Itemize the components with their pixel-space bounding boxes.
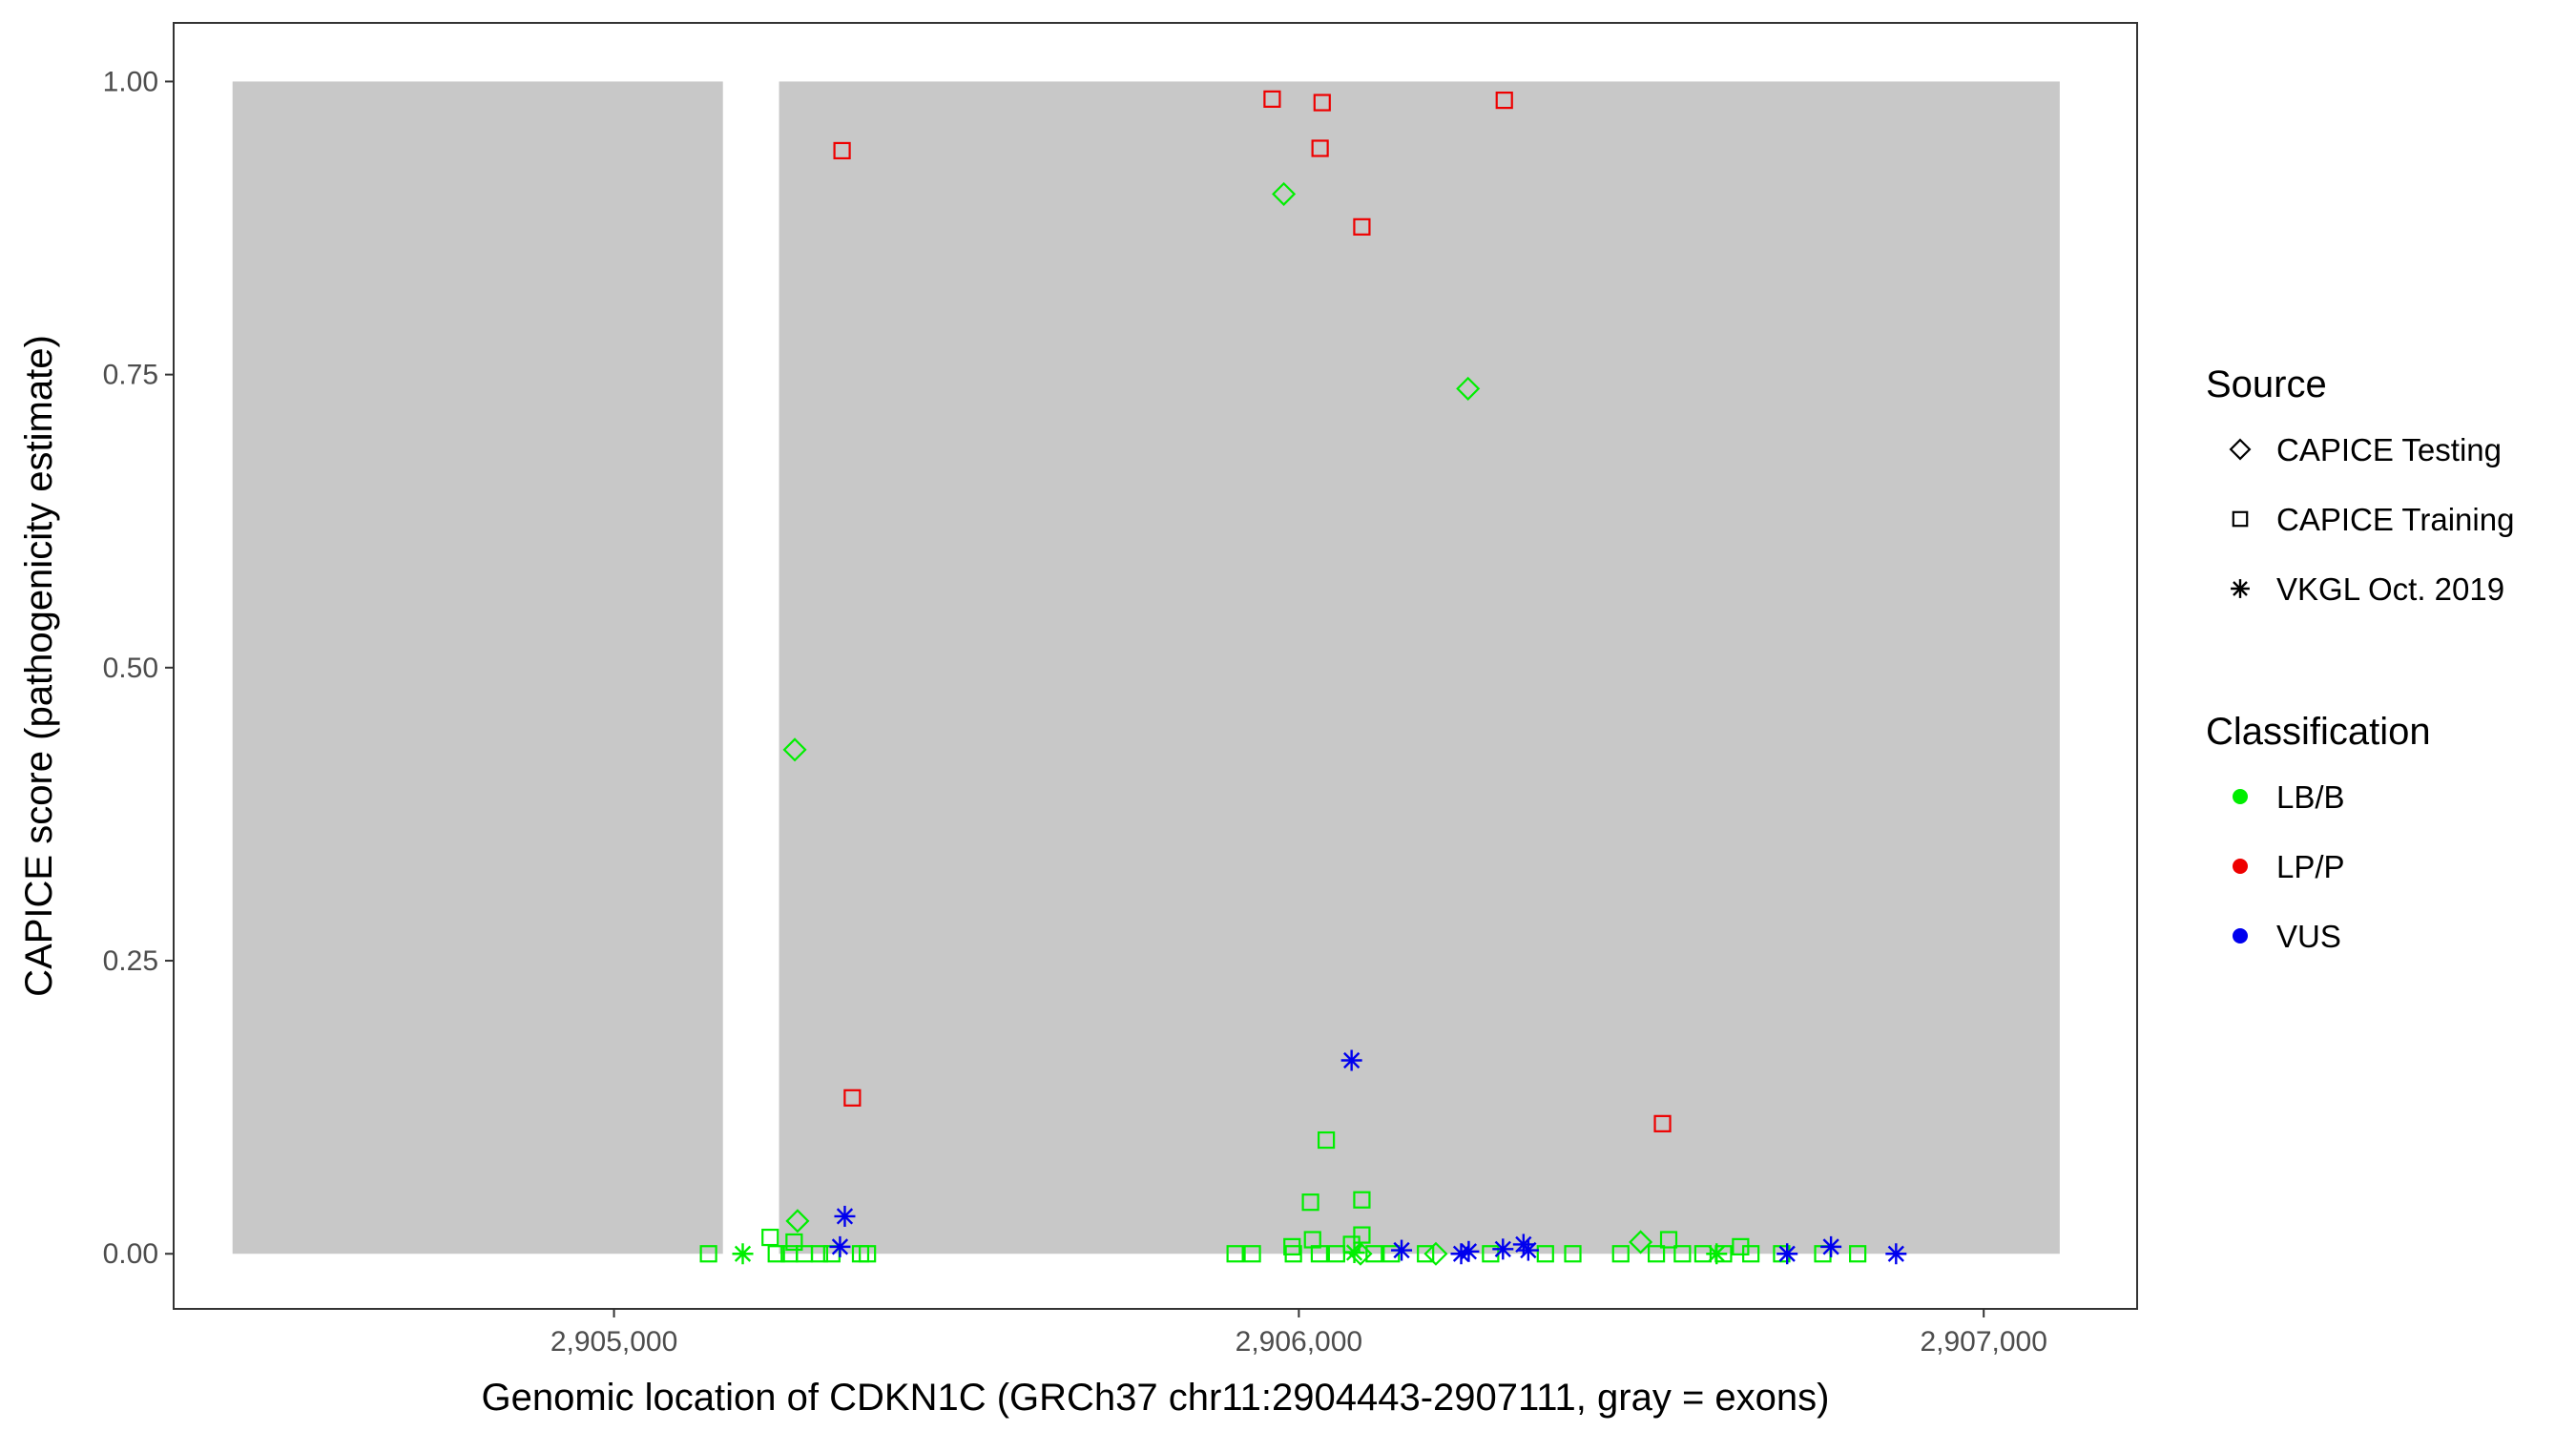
y-tick-label: 0.50 [103, 653, 158, 684]
data-point [1611, 1245, 1630, 1263]
data-point [1776, 1243, 1798, 1265]
y-tick-label: 0.75 [103, 360, 158, 391]
legend-source-label: CAPICE Training [2276, 502, 2514, 537]
legend-diamond-icon [2229, 438, 2252, 461]
data-point [810, 1245, 829, 1263]
legend-dot-icon [2233, 928, 2248, 944]
data-points [699, 90, 1907, 1266]
data-point [834, 1205, 856, 1227]
data-point [1742, 1245, 1760, 1263]
data-point [1353, 1191, 1371, 1209]
legend-classification-entries: LB/B LP/P VUS [2233, 779, 2345, 954]
data-point [1391, 1239, 1413, 1261]
data-point [1353, 218, 1371, 236]
data-point [1284, 1245, 1302, 1263]
data-point [785, 1209, 810, 1234]
data-point [1423, 1241, 1448, 1266]
x-axis: 2,905,000 2,906,000 2,907,000 [551, 1309, 2047, 1358]
plot-panel-border [173, 22, 2138, 1310]
data-point [1885, 1243, 1907, 1265]
data-point [1673, 1245, 1692, 1263]
legend-class-item: LP/P [2233, 849, 2345, 884]
legend-class-item: VUS [2233, 919, 2341, 954]
y-tick-label: 1.00 [103, 66, 158, 97]
data-point [1243, 1245, 1261, 1263]
legend-dot-icon [2233, 859, 2248, 874]
data-point [1226, 1245, 1244, 1263]
legend-source-title: Source [2206, 363, 2327, 405]
data-point [1272, 181, 1297, 206]
legend-source-label: CAPICE Testing [2276, 432, 2502, 467]
x-tick-label: 2,907,000 [1920, 1326, 2046, 1358]
legend-class-item: LB/B [2233, 779, 2345, 815]
data-point [1340, 1049, 1362, 1071]
data-point [1311, 139, 1329, 157]
data-point [1365, 1245, 1383, 1263]
series-square [699, 90, 1867, 1263]
data-point [1343, 1242, 1365, 1264]
data-point [699, 1245, 717, 1263]
x-axis-title: Genomic location of CDKN1C (GRCh37 chr11… [482, 1377, 1830, 1419]
legend-classification-title: Classification [2206, 711, 2431, 753]
data-point [782, 737, 807, 762]
y-tick-label: 0.00 [103, 1238, 158, 1270]
data-point [1706, 1243, 1728, 1265]
data-point [1820, 1235, 1842, 1257]
legend-source-item: VKGL Oct. 2019 [2231, 571, 2504, 607]
legend-source-item: CAPICE Testing [2229, 432, 2502, 467]
legend-source-label: VKGL Oct. 2019 [2276, 571, 2504, 607]
series-asterisk [732, 1049, 1907, 1265]
y-tick-label: 0.25 [103, 945, 158, 977]
legend-class-label: VUS [2276, 919, 2341, 954]
data-point [843, 1089, 862, 1107]
legend-asterisk-icon [2231, 579, 2250, 598]
exon-band-2 [779, 81, 2060, 1255]
data-point [1458, 1240, 1480, 1262]
x-tick-label: 2,906,000 [1236, 1326, 1362, 1358]
legend-source-entries: CAPICE Testing CAPICE Training VKGL Oct. 2… [2229, 432, 2514, 607]
data-point [1310, 1245, 1329, 1263]
data-point [1353, 1226, 1371, 1244]
legend-class-label: LB/B [2276, 779, 2345, 815]
data-point [1849, 1245, 1867, 1263]
data-point [1301, 1193, 1319, 1212]
data-point [1629, 1230, 1653, 1255]
data-point [1536, 1245, 1554, 1263]
data-point [1564, 1245, 1582, 1263]
legend: Source CAPICE Testing CAPICE Training VKGL… [2206, 363, 2514, 954]
data-point [1653, 1114, 1672, 1132]
data-point [732, 1243, 754, 1265]
data-point [1456, 376, 1481, 401]
data-point [785, 1233, 803, 1252]
data-point [833, 141, 851, 160]
exon-band-1 [232, 81, 723, 1255]
data-point [1647, 1245, 1666, 1263]
legend-class-label: LP/P [2276, 849, 2345, 884]
data-point [761, 1228, 779, 1247]
data-point [859, 1245, 877, 1263]
x-tick-label: 2,905,000 [551, 1326, 677, 1358]
data-point [767, 1245, 785, 1263]
data-point [1327, 1245, 1345, 1263]
data-point [1317, 1130, 1336, 1150]
data-point [1417, 1245, 1435, 1263]
data-point [1263, 90, 1281, 108]
data-point [1517, 1239, 1539, 1261]
data-point [1313, 93, 1331, 112]
y-axis: 0.00 0.25 0.50 0.75 1.00 [103, 66, 174, 1270]
data-point [1659, 1231, 1678, 1249]
legend-dot-icon [2233, 789, 2248, 804]
exon-bands [232, 81, 2060, 1255]
y-axis-title: CAPICE score (pathogenicity estimate) [18, 335, 60, 997]
data-point [1492, 1238, 1514, 1260]
legend-source-item: CAPICE Training [2232, 502, 2514, 537]
legend-square-icon [2232, 510, 2249, 528]
data-point [829, 1235, 851, 1257]
data-point [1495, 92, 1513, 110]
